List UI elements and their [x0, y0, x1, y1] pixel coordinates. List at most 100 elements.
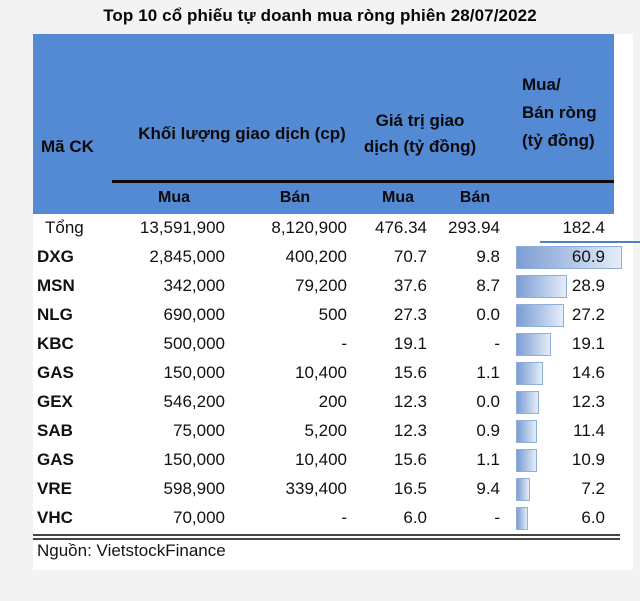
value-sell-cell: 0.9 — [476, 421, 500, 440]
table-row: DXG 2,845,000 400,200 70.7 9.8 60.9 — [33, 243, 623, 272]
volume-sell-cell: - — [341, 334, 347, 353]
value-sell-cell: - — [494, 508, 500, 527]
net-column-header-line1: Mua/ — [522, 75, 561, 94]
net-data-bar — [516, 420, 537, 443]
ticker-cell: NLG — [37, 305, 73, 324]
value-buy-cell: 15.6 — [393, 363, 427, 382]
volume-buy-cell: 13,591,900 — [139, 218, 225, 237]
table-row: GEX 546,200 200 12.3 0.0 12.3 — [33, 388, 623, 417]
volume-buy-cell: 546,200 — [163, 392, 225, 411]
volume-sell-cell: 10,400 — [295, 450, 347, 469]
source-caption: Nguồn: VietstockFinance — [37, 541, 226, 560]
header-separator-line — [112, 180, 614, 183]
ticker-cell: KBC — [37, 334, 74, 353]
net-data-bar — [516, 507, 528, 530]
volume-group-header: Khối lượng giao dịch (cp) — [138, 124, 346, 143]
value-buy-cell: 12.3 — [393, 421, 427, 440]
net-data-bar — [516, 333, 551, 356]
table-row: SAB 75,000 5,200 12.3 0.9 11.4 — [33, 417, 623, 446]
ticker-column-header: Mã CK — [41, 137, 94, 156]
volume-buy-cell: 150,000 — [163, 450, 225, 469]
volume-buy-cell: 342,000 — [163, 276, 225, 295]
ticker-cell: DXG — [37, 247, 74, 266]
volume-buy-cell: 75,000 — [173, 421, 225, 440]
volume-sell-cell: - — [341, 508, 347, 527]
value-sell-cell: 9.8 — [476, 247, 500, 266]
net-value-cell: 28.9 — [571, 276, 605, 295]
volume-buy-cell: 500,000 — [163, 334, 225, 353]
value-buy-cell: 6.0 — [403, 508, 427, 527]
net-value-cell: 7.2 — [581, 479, 605, 498]
value-sell-cell: 0.0 — [476, 392, 500, 411]
total-row: Tổng 13,591,900 8,120,900 476.34 293.94 … — [33, 214, 640, 243]
ticker-cell: Tổng — [45, 218, 84, 237]
ticker-cell: SAB — [37, 421, 73, 440]
volume-sell-cell: 5,200 — [304, 421, 347, 440]
net-value-cell: 6.0 — [581, 508, 605, 527]
net-value-cell: 10.9 — [571, 450, 605, 469]
value-sell-cell: 293.94 — [448, 218, 500, 237]
net-value-cell: 19.1 — [571, 334, 605, 353]
net-value-cell: 60.9 — [571, 247, 605, 266]
volume-sell-cell: 10,400 — [295, 363, 347, 382]
table-row: GAS 150,000 10,400 15.6 1.1 14.6 — [33, 359, 623, 388]
net-column-header: Mua/ Bán ròng (tỷ đồng) — [522, 71, 640, 155]
value-sell-cell: 9.4 — [476, 479, 500, 498]
table-row: MSN 342,000 79,200 37.6 8.7 28.9 — [33, 272, 623, 301]
net-data-bar — [516, 449, 537, 472]
volume-sell-cell: 200 — [318, 392, 347, 411]
volume-sell-cell: 500 — [318, 305, 347, 324]
volume-buy-cell: 598,900 — [163, 479, 225, 498]
value-buy-cell: 37.6 — [393, 276, 427, 295]
volume-sell-cell: 79,200 — [295, 276, 347, 295]
subheader-volume-buy: Mua — [158, 189, 190, 206]
net-value-cell: 182.4 — [562, 218, 605, 237]
net-data-bar — [516, 304, 564, 327]
net-column-header-line2: Bán ròng — [522, 103, 597, 122]
value-buy-cell: 15.6 — [393, 450, 427, 469]
table-row: KBC 500,000 - 19.1 - 19.1 — [33, 330, 623, 359]
volume-sell-cell: 339,400 — [285, 479, 347, 498]
table-row: VRE 598,900 339,400 16.5 9.4 7.2 — [33, 475, 623, 504]
volume-sell-cell: 400,200 — [285, 247, 347, 266]
ticker-cell: GAS — [37, 450, 74, 469]
table-row: VHC 70,000 - 6.0 - 6.0 — [33, 504, 623, 533]
ticker-cell: VRE — [37, 479, 72, 498]
volume-buy-cell: 150,000 — [163, 363, 225, 382]
value-group-header-line1: Giá trị giao — [375, 111, 465, 130]
net-data-bar — [516, 362, 543, 385]
value-sell-cell: - — [494, 334, 500, 353]
volume-sell-cell: 8,120,900 — [271, 218, 347, 237]
table-header: Mã CK Khối lượng giao dịch (cp) Giá trị … — [33, 34, 614, 214]
net-data-bar — [516, 275, 567, 298]
net-value-cell: 11.4 — [573, 421, 605, 440]
table-body: Tổng 13,591,900 8,120,900 476.34 293.94 … — [33, 214, 640, 533]
value-sell-cell: 0.0 — [476, 305, 500, 324]
value-sell-cell: 1.1 — [476, 450, 500, 469]
ticker-cell: MSN — [37, 276, 75, 295]
total-underline — [540, 241, 640, 243]
subheader-value-buy: Mua — [382, 189, 414, 206]
table-bottom-double-line — [33, 534, 620, 540]
table-row: GAS 150,000 10,400 15.6 1.1 10.9 — [33, 446, 623, 475]
value-group-header-line2: dịch (tỷ đồng) — [363, 137, 477, 156]
value-group-header: Giá trị giao dịch (tỷ đồng) — [350, 108, 490, 160]
value-buy-cell: 19.1 — [393, 334, 427, 353]
subheader-volume-sell: Bán — [279, 189, 311, 206]
net-value-cell: 12.3 — [571, 392, 605, 411]
net-data-bar — [516, 246, 622, 269]
value-buy-cell: 476.34 — [375, 218, 427, 237]
value-buy-cell: 27.3 — [393, 305, 427, 324]
net-data-bar — [516, 478, 530, 501]
volume-buy-cell: 70,000 — [173, 508, 225, 527]
net-column-header-line3: (tỷ đồng) — [522, 131, 595, 150]
ticker-cell: VHC — [37, 508, 73, 527]
value-buy-cell: 70.7 — [393, 247, 427, 266]
page-title: Top 10 cổ phiếu tự doanh mua ròng phiên … — [103, 6, 537, 25]
ticker-cell: GEX — [37, 392, 73, 411]
net-value-cell: 27.2 — [571, 305, 605, 324]
volume-buy-cell: 2,845,000 — [149, 247, 225, 266]
net-data-bar — [516, 391, 539, 414]
value-sell-cell: 8.7 — [476, 276, 500, 295]
